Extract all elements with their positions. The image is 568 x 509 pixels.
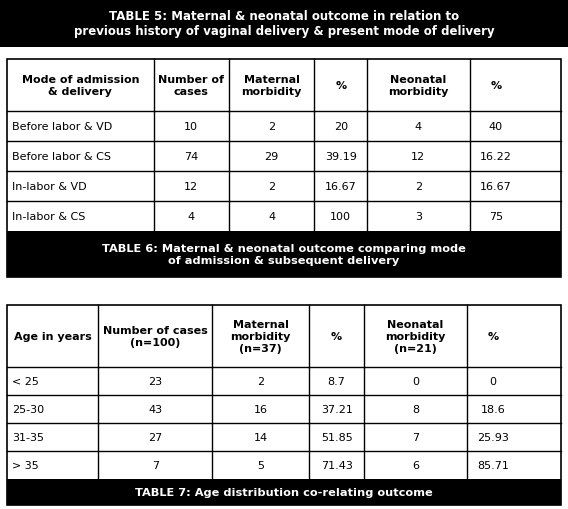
- Text: Maternal
morbidity: Maternal morbidity: [241, 75, 302, 97]
- Text: %: %: [335, 81, 346, 91]
- Text: %: %: [490, 81, 502, 91]
- Text: %: %: [487, 331, 499, 342]
- Text: 75: 75: [489, 212, 503, 221]
- Text: 51.85: 51.85: [321, 432, 353, 442]
- Text: 8: 8: [412, 404, 419, 414]
- Text: Age in years: Age in years: [14, 331, 91, 342]
- Text: 37.21: 37.21: [321, 404, 353, 414]
- Text: In-labor & VD: In-labor & VD: [12, 182, 87, 191]
- Text: 3: 3: [415, 212, 422, 221]
- Text: 7: 7: [412, 432, 419, 442]
- Text: 6: 6: [412, 460, 419, 470]
- Bar: [0, 0, 568, 48]
- Text: 100: 100: [330, 212, 351, 221]
- Text: 4: 4: [187, 212, 195, 221]
- Bar: [7, 479, 561, 505]
- Text: 10: 10: [184, 122, 198, 132]
- Text: %: %: [331, 331, 342, 342]
- Text: TABLE 7: Age distribution co-relating outcome: TABLE 7: Age distribution co-relating ou…: [135, 487, 433, 497]
- Text: 31-35: 31-35: [12, 432, 44, 442]
- Text: > 35: > 35: [12, 460, 39, 470]
- Text: 16.22: 16.22: [480, 152, 512, 162]
- Text: 43: 43: [148, 404, 162, 414]
- Text: 0: 0: [490, 376, 496, 386]
- Text: In-labor & CS: In-labor & CS: [12, 212, 85, 221]
- Text: TABLE 5: Maternal & neonatal outcome in relation to
previous history of vaginal : TABLE 5: Maternal & neonatal outcome in …: [74, 10, 494, 38]
- Text: 2: 2: [257, 376, 264, 386]
- Text: 23: 23: [148, 376, 162, 386]
- Text: 12: 12: [184, 182, 198, 191]
- Text: Neonatal
morbidity: Neonatal morbidity: [388, 75, 449, 97]
- Text: 29: 29: [265, 152, 279, 162]
- Text: Maternal
morbidity
(n=37): Maternal morbidity (n=37): [230, 320, 291, 353]
- Text: 71.43: 71.43: [321, 460, 353, 470]
- Text: 5: 5: [257, 460, 264, 470]
- Text: 14: 14: [253, 432, 268, 442]
- Text: Neonatal
morbidity
(n=21): Neonatal morbidity (n=21): [385, 320, 446, 353]
- Text: 12: 12: [411, 152, 425, 162]
- Text: 16: 16: [253, 404, 268, 414]
- Text: Before labor & CS: Before labor & CS: [12, 152, 111, 162]
- Text: Before labor & VD: Before labor & VD: [12, 122, 112, 132]
- Bar: [7, 60, 561, 277]
- Text: 2: 2: [415, 182, 422, 191]
- Text: 4: 4: [268, 212, 275, 221]
- Text: 16.67: 16.67: [325, 182, 357, 191]
- Text: 85.71: 85.71: [477, 460, 509, 470]
- Text: 2: 2: [268, 122, 275, 132]
- Text: 39.19: 39.19: [325, 152, 357, 162]
- Text: 8.7: 8.7: [328, 376, 345, 386]
- Text: Mode of admission
& delivery: Mode of admission & delivery: [22, 75, 139, 97]
- Text: < 25: < 25: [12, 376, 39, 386]
- Text: 7: 7: [152, 460, 159, 470]
- Text: 25-30: 25-30: [12, 404, 44, 414]
- Text: 25.93: 25.93: [477, 432, 509, 442]
- Text: 0: 0: [412, 376, 419, 386]
- Bar: [7, 232, 561, 277]
- Bar: [7, 305, 561, 505]
- Text: 74: 74: [184, 152, 198, 162]
- Text: 40: 40: [489, 122, 503, 132]
- Text: 27: 27: [148, 432, 162, 442]
- Text: 18.6: 18.6: [481, 404, 506, 414]
- Text: 16.67: 16.67: [480, 182, 512, 191]
- Text: 20: 20: [334, 122, 348, 132]
- Text: Number of
cases: Number of cases: [158, 75, 224, 97]
- Text: 2: 2: [268, 182, 275, 191]
- Text: Number of cases
(n=100): Number of cases (n=100): [103, 326, 207, 347]
- Text: 4: 4: [415, 122, 422, 132]
- Text: TABLE 6: Maternal & neonatal outcome comparing mode
of admission & subsequent de: TABLE 6: Maternal & neonatal outcome com…: [102, 244, 466, 265]
